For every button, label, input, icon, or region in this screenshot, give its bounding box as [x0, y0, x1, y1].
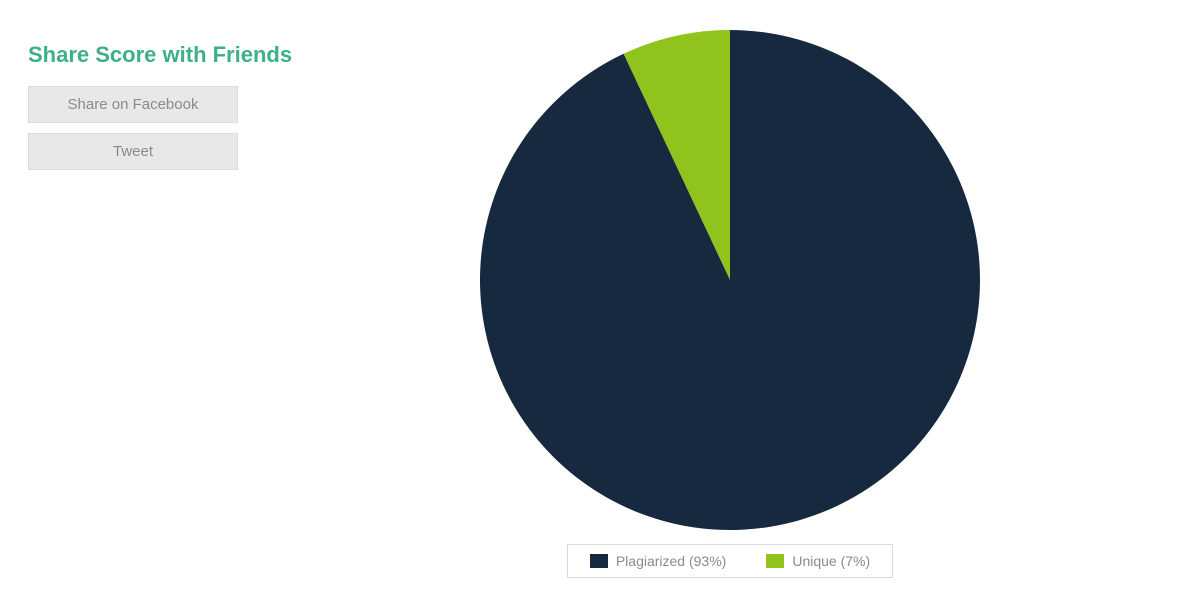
legend-swatch-plagiarized: [590, 554, 608, 568]
share-title: Share Score with Friends: [20, 42, 300, 68]
share-tweet-button[interactable]: Tweet: [28, 133, 238, 170]
legend-item-unique: Unique (7%): [766, 553, 870, 569]
legend-item-plagiarized: Plagiarized (93%): [590, 553, 727, 569]
pie-chart: [480, 30, 980, 530]
page-container: Share Score with Friends Share on Facebo…: [0, 0, 1200, 600]
legend-label-plagiarized: Plagiarized (93%): [616, 553, 727, 569]
chart-legend: Plagiarized (93%) Unique (7%): [567, 544, 893, 578]
legend-label-unique: Unique (7%): [792, 553, 870, 569]
legend-swatch-unique: [766, 554, 784, 568]
pie-slice-plagiarized: [480, 30, 980, 530]
chart-area: Plagiarized (93%) Unique (7%): [300, 30, 1160, 600]
share-sidebar: Share Score with Friends Share on Facebo…: [20, 30, 300, 600]
share-facebook-button[interactable]: Share on Facebook: [28, 86, 238, 123]
